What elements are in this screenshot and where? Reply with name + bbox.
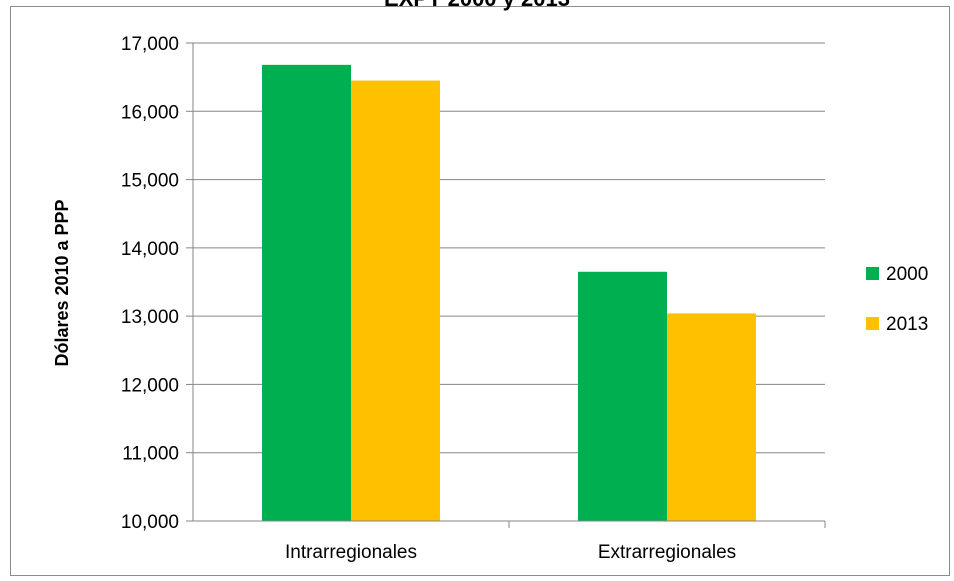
axes [186,42,826,528]
y-tick-label: 10,000 [121,512,179,533]
bar-2000-extrarregionales [578,271,667,521]
y-tick-label: 14,000 [121,239,179,260]
chart-title: EXPT 2000 y 2013 [0,0,954,12]
y-tick-label: 17,000 [121,34,179,55]
bars [262,64,756,522]
bar-2013-extrarregionales [667,313,756,521]
legend: 2000 2013 [866,264,928,335]
legend-label-2013: 2013 [886,314,928,335]
chart-frame [10,6,950,576]
bar-2013-intrarregionales [351,80,440,522]
y-tick-label: 13,000 [121,307,179,328]
y-tick-labels: 10,000 11,000 12,000 13,000 14,000 15,000 16,0… [121,34,179,533]
x-category-labels: Intrarregionales Extrarregionales [285,542,736,563]
y-tick-label: 11,000 [122,444,179,465]
y-tick-label: 15,000 [121,171,179,192]
y-tick-label: 12,000 [121,375,179,396]
legend-swatch-2013 [866,317,879,330]
y-tick-label: 16,000 [121,102,179,123]
legend-label-2000: 2000 [886,264,928,285]
y-axis-label: Dólares 2010 a PPP [52,199,72,366]
legend-swatch-2000 [866,267,879,280]
x-category-label: Intrarregionales [285,542,417,563]
bar-2000-intrarregionales [262,64,351,521]
x-category-label: Extrarregionales [598,542,736,563]
